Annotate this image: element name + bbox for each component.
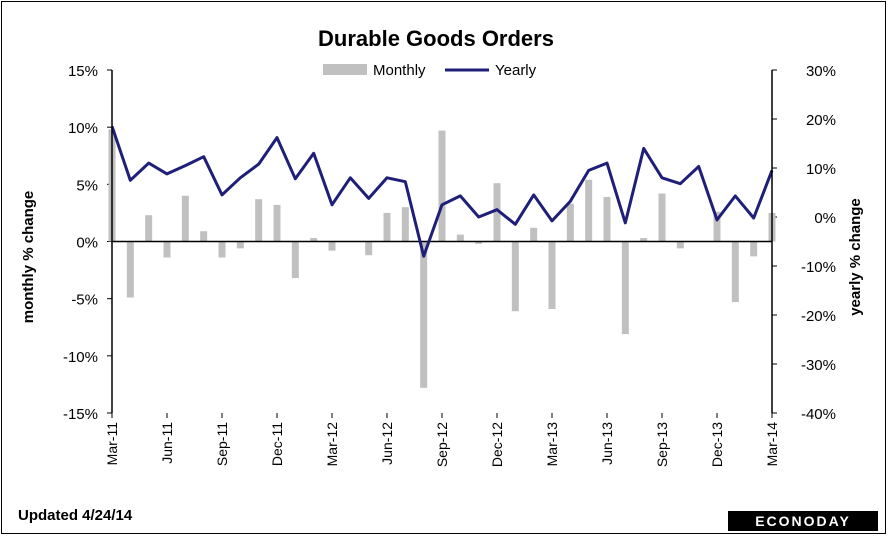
monthly-bar	[548, 241, 556, 309]
monthly-bar	[420, 241, 428, 388]
monthly-bar	[163, 241, 171, 258]
monthly-bar	[401, 207, 409, 242]
econoday-logo: ECONODAY	[728, 511, 878, 531]
monthly-bar	[145, 215, 153, 242]
legend-monthly-label: Monthly	[373, 62, 426, 79]
legend: Monthly Yearly	[323, 62, 537, 79]
x-tick-label: Mar-12	[324, 422, 340, 467]
monthly-bar	[456, 234, 464, 242]
legend-yearly-label: Yearly	[495, 62, 537, 79]
monthly-bar	[658, 193, 666, 242]
x-axis-ticks: Mar-11 Jun-11 Sep-11 Dec-11 Mar-12 Jun-12 Sep-…	[104, 413, 780, 467]
y-left-tick-label: 5%	[76, 177, 98, 194]
monthly-bar	[310, 238, 318, 242]
y-left-tick-label: 0%	[76, 235, 98, 252]
monthly-bar	[291, 241, 299, 279]
monthly-bar	[200, 231, 208, 242]
monthly-bar	[475, 241, 483, 244]
monthly-bar	[676, 241, 684, 249]
monthly-bar	[713, 211, 721, 242]
y-axis-right-label: yearly % change	[847, 198, 864, 316]
monthly-bar	[273, 204, 281, 242]
y-left-tick-label: -15%	[63, 406, 98, 423]
monthly-bar	[126, 241, 134, 298]
monthly-bar	[511, 241, 519, 312]
monthly-bar	[750, 241, 758, 257]
x-tick-label: Dec-11	[269, 422, 285, 466]
y-right-tick-label: -10%	[801, 259, 836, 276]
monthly-bar	[181, 195, 189, 242]
y-left-tick-label: -10%	[63, 349, 98, 366]
chart-title: Durable Goods Orders	[318, 26, 554, 51]
y-right-tick-label: 20%	[806, 112, 836, 129]
y-right-tick-label: 30%	[806, 63, 836, 80]
legend-monthly-swatch	[323, 64, 367, 75]
x-tick-label: Mar-14	[764, 422, 780, 467]
updated-date: Updated 4/24/14	[18, 507, 133, 524]
x-tick-label: Sep-11	[214, 422, 230, 466]
y-axis-left-label: monthly % change	[20, 191, 37, 324]
monthly-bar	[438, 130, 446, 242]
monthly-bar	[585, 179, 593, 242]
monthly-bar	[255, 199, 263, 242]
x-tick-label: Dec-13	[709, 422, 725, 467]
monthly-bar	[566, 203, 574, 242]
monthly-bar	[731, 241, 739, 303]
yearly-line	[110, 125, 774, 258]
monthly-bar	[365, 241, 373, 256]
monthly-bar	[621, 241, 629, 335]
y-axis-right-ticks: 30% 20% 10% 0% -10% -20% -30% -40%	[772, 63, 836, 423]
axes	[111, 70, 773, 413]
y-left-tick-label: 10%	[68, 120, 98, 137]
y-right-tick-label: -30%	[801, 357, 836, 374]
x-tick-label: Sep-12	[434, 422, 450, 467]
y-left-tick-label: 15%	[68, 63, 98, 80]
x-tick-label: Mar-11	[104, 422, 120, 466]
x-tick-label: Jun-12	[379, 422, 395, 465]
monthly-bar	[640, 238, 648, 242]
monthly-bar	[493, 183, 501, 242]
y-left-tick-label: -5%	[71, 292, 98, 309]
y-axis-left-ticks: 15% 10% 5% 0% -5% -10% -15%	[63, 63, 112, 423]
x-tick-label: Sep-13	[654, 422, 670, 467]
monthly-bar	[328, 241, 336, 251]
x-tick-label: Jun-13	[599, 422, 615, 465]
x-tick-label: Mar-13	[544, 422, 560, 467]
monthly-bar	[530, 227, 538, 242]
y-right-tick-label: 0%	[814, 210, 836, 227]
y-right-tick-label: -40%	[801, 406, 836, 423]
x-tick-label: Jun-11	[159, 422, 175, 464]
monthly-bar	[236, 241, 244, 249]
monthly-bar	[603, 196, 611, 242]
y-right-tick-label: -20%	[801, 308, 836, 325]
monthly-bar	[383, 212, 391, 242]
monthly-bar	[218, 241, 226, 258]
y-right-tick-label: 10%	[806, 161, 836, 178]
x-tick-label: Dec-12	[489, 422, 505, 467]
